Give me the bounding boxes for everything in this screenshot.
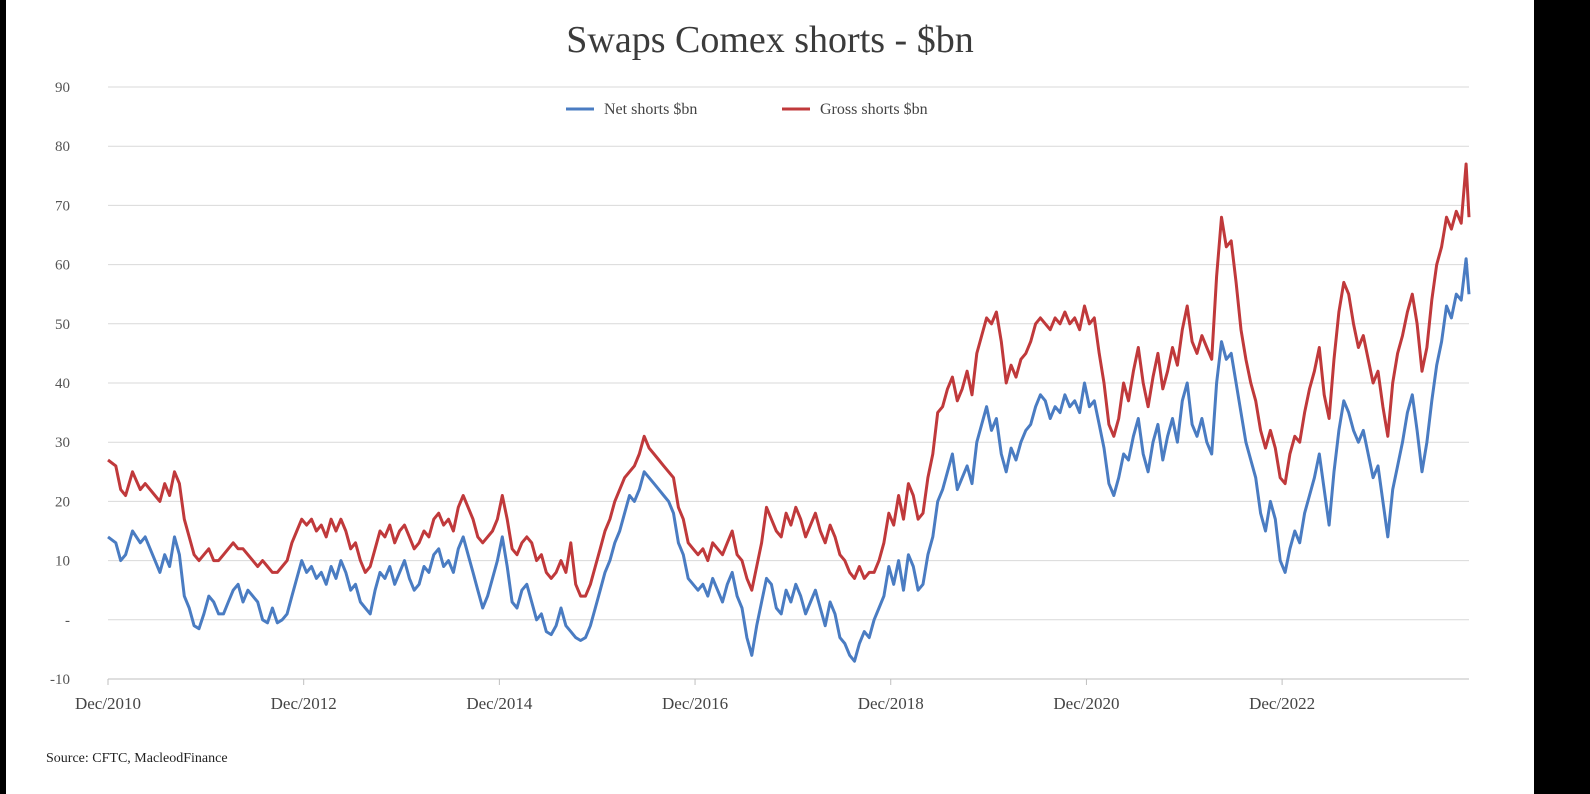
y-tick-label: -10 xyxy=(50,672,70,688)
chart-card: Swaps Comex shorts - $bn 90 80 70 60 50 40 30 2… xyxy=(6,0,1534,794)
series-line-gross-shorts xyxy=(107,162,1471,598)
source-note: Source: CFTC, MacleodFinance xyxy=(46,751,228,766)
y-tick-label: 60 xyxy=(55,258,70,274)
x-tick-label: Dec/2016 xyxy=(662,694,728,713)
legend-label: Gross shorts $bn xyxy=(820,101,928,118)
x-tick-label: Dec/2014 xyxy=(466,694,533,713)
y-tick-label: - xyxy=(65,613,70,629)
y-tick-label: 80 xyxy=(55,139,70,155)
x-tick-label: Dec/2022 xyxy=(1249,694,1315,713)
chart-title: Swaps Comex shorts - $bn xyxy=(566,19,974,61)
y-tick-label: 20 xyxy=(55,494,70,510)
series-group xyxy=(107,162,1471,663)
y-tick-label: 30 xyxy=(55,435,70,451)
x-tick-label: Dec/2010 xyxy=(75,694,141,713)
x-tick-label: Dec/2020 xyxy=(1053,694,1119,713)
legend-label: Net shorts $bn xyxy=(604,101,697,118)
grid-lines xyxy=(108,86,1469,680)
y-axis: 90 80 70 60 50 40 30 20 10 - -10 xyxy=(50,80,70,688)
x-axis: Dec/2010 Dec/2012 Dec/2014 Dec/2016 Dec/2018… xyxy=(75,678,1469,713)
y-tick-label: 50 xyxy=(55,317,70,333)
y-tick-label: 40 xyxy=(55,376,70,392)
x-tick-label: Dec/2018 xyxy=(858,694,924,713)
series-line-net-shorts xyxy=(107,257,1471,663)
y-tick-label: 10 xyxy=(55,554,70,570)
x-tick-label: Dec/2012 xyxy=(271,694,337,713)
legend: Net shorts $bn Gross shorts $bn xyxy=(566,101,928,118)
y-tick-label: 70 xyxy=(55,198,70,214)
y-tick-label: 90 xyxy=(55,80,70,96)
